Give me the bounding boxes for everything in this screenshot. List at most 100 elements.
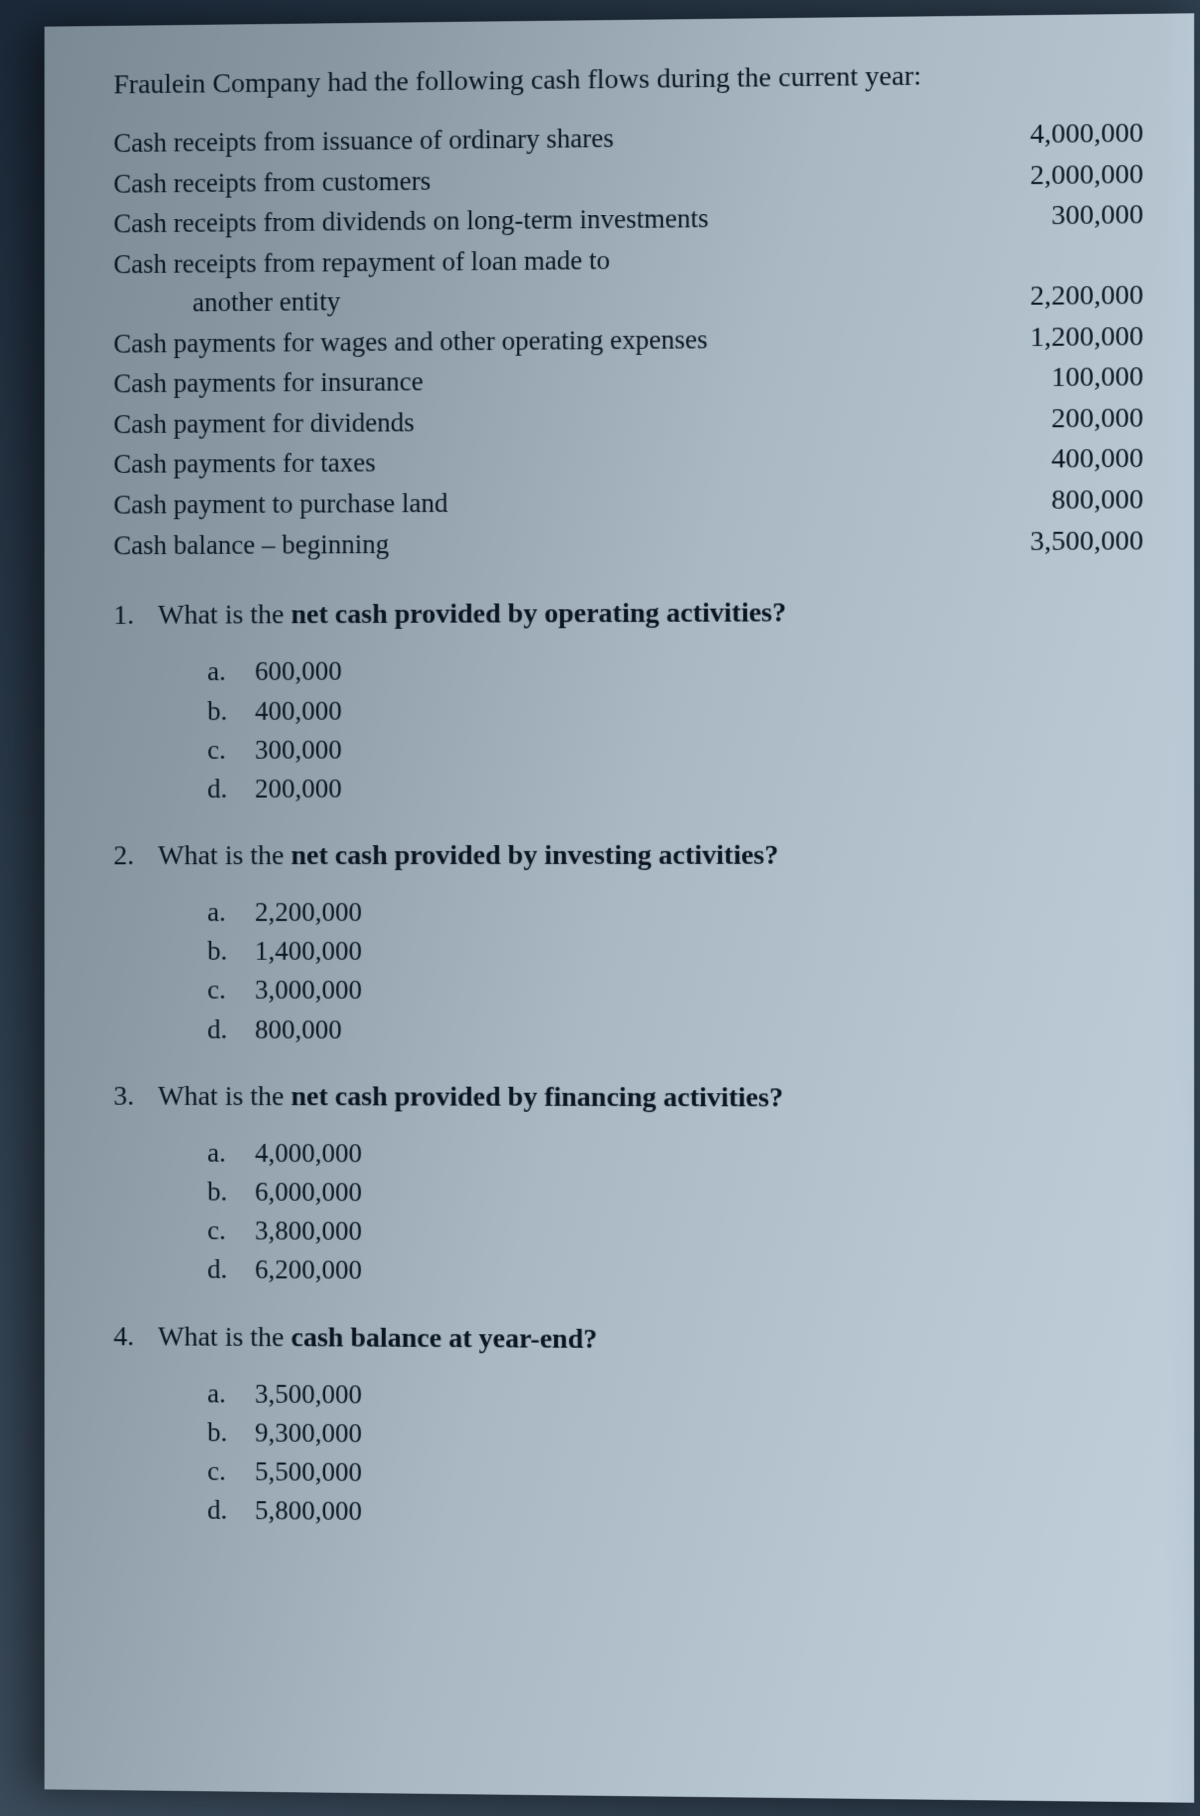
question-prefix: What is the — [158, 1081, 291, 1112]
cashflow-list: Cash receipts from issuance of ordinary … — [113, 114, 1143, 567]
option-value: 3,500,000 — [255, 1374, 362, 1414]
question: 1.What is the net cash provided by opera… — [113, 592, 1143, 809]
textbook-page: Fraulein Company had the following cash … — [44, 13, 1194, 1802]
cashflow-row: Cash payments for taxes400,000 — [113, 439, 1143, 486]
cashflow-amount: 100,000 — [961, 358, 1143, 400]
option-row: d. 800,000 — [207, 1010, 1143, 1051]
option-value: 1,400,000 — [255, 932, 362, 971]
cashflow-row: Cash payment for dividends200,000 — [113, 398, 1143, 445]
question-bold: net cash provided by operating activitie… — [291, 598, 786, 631]
questions-container: 1.What is the net cash provided by opera… — [113, 592, 1143, 1537]
question-number: 3. — [113, 1077, 157, 1116]
option-row: b.400,000 — [207, 689, 1143, 731]
option-letter: a. — [207, 893, 255, 932]
cashflow-description: Cash receipts from customers — [113, 156, 961, 203]
cashflow-description: Cash payment to purchase land — [113, 481, 961, 525]
option-letter: b. — [207, 1413, 255, 1452]
option-row: a.600,000 — [207, 650, 1143, 692]
option-value: 300,000 — [255, 730, 342, 769]
cashflow-amount: 200,000 — [961, 398, 1143, 440]
cashflow-description: Cash payments for wages and other operat… — [113, 318, 961, 363]
cashflow-amount: 300,000 — [961, 195, 1143, 237]
option-letter: d. — [207, 770, 255, 809]
question-number: 1. — [113, 596, 157, 635]
problem-intro: Fraulein Company had the following cash … — [113, 54, 1143, 104]
option-row: d.5,800,000 — [207, 1491, 1143, 1538]
question-body: What is the net cash provided by financi… — [158, 1077, 1144, 1119]
option-letter: a. — [207, 1134, 255, 1173]
option-letter: b. — [207, 1173, 255, 1212]
option-value: 800,000 — [255, 1010, 342, 1049]
question-body: What is the net cash provided by investi… — [158, 836, 1144, 876]
question: 2.What is the net cash provided by inves… — [113, 836, 1143, 1051]
option-row: a.2,200,000 — [207, 893, 1143, 932]
option-row: d.6,200,000 — [207, 1251, 1143, 1295]
cashflow-description: Cash payment for dividends — [113, 400, 961, 445]
option-letter: d. — [207, 1491, 255, 1530]
page-edge-highlight — [1164, 13, 1194, 1802]
option-letter: b. — [207, 692, 255, 731]
options-list: a.3,500,000b.9,300,000c.5,500,000d.5,800… — [113, 1374, 1143, 1538]
question-prefix: What is the — [158, 840, 291, 871]
question-text: 1.What is the net cash provided by opera… — [113, 592, 1143, 635]
cashflow-row: Cash balance – beginning3,500,000 — [113, 521, 1143, 567]
cashflow-amount: 1,200,000 — [961, 317, 1143, 359]
option-letter: a. — [207, 653, 255, 692]
option-row: c.3,800,000 — [207, 1212, 1143, 1255]
cashflow-description: Cash payments for taxes — [113, 440, 961, 484]
cashflow-description: Cash payments for insurance — [113, 359, 961, 404]
question: 3.What is the net cash provided by finan… — [113, 1077, 1143, 1295]
option-value: 2,200,000 — [255, 893, 362, 932]
option-value: 5,800,000 — [255, 1491, 362, 1531]
cashflow-description: another entity — [113, 277, 961, 323]
question-number: 2. — [113, 836, 157, 875]
options-list: a.4,000,000b.6,000,000c.3,800,000d.6,200… — [113, 1133, 1143, 1294]
cashflow-amount: 4,000,000 — [961, 114, 1143, 157]
option-row: b.6,000,000 — [207, 1173, 1143, 1216]
cashflow-amount: 2,000,000 — [961, 155, 1143, 198]
cashflow-description: Cash balance – beginning — [113, 522, 961, 565]
option-value: 400,000 — [255, 691, 342, 730]
option-letter: c. — [207, 1212, 255, 1251]
option-row: a.3,500,000 — [207, 1374, 1143, 1419]
question-body: What is the cash balance at year-end? — [158, 1317, 1144, 1362]
option-letter: c. — [207, 971, 255, 1010]
cashflow-amount: 3,500,000 — [961, 521, 1143, 563]
option-letter: d. — [207, 1010, 255, 1049]
option-row: d.200,000 — [207, 768, 1143, 809]
cashflow-description: Cash receipts from dividends on long-ter… — [113, 197, 961, 244]
option-letter: c. — [207, 1452, 255, 1491]
cashflow-description: Cash receipts from issuance of ordinary … — [113, 116, 961, 164]
cashflow-amount: 400,000 — [961, 439, 1143, 481]
question-bold: net cash provided by financing activitie… — [291, 1081, 783, 1113]
question-prefix: What is the — [158, 1321, 291, 1353]
question-text: 2.What is the net cash provided by inves… — [113, 836, 1143, 876]
option-row: c.300,000 — [207, 729, 1143, 770]
question-text: 4.What is the cash balance at year-end? — [113, 1317, 1143, 1362]
option-value: 4,000,000 — [255, 1134, 362, 1173]
cashflow-amount — [961, 265, 1143, 267]
option-value: 5,500,000 — [255, 1452, 362, 1492]
option-letter: c. — [207, 731, 255, 770]
option-row: b.1,400,000 — [207, 932, 1143, 972]
option-value: 200,000 — [255, 769, 342, 808]
question: 4.What is the cash balance at year-end? a… — [113, 1317, 1143, 1538]
option-letter: a. — [207, 1374, 255, 1413]
option-row: c.3,000,000 — [207, 971, 1143, 1011]
question-prefix: What is the — [158, 600, 291, 631]
option-value: 6,200,000 — [255, 1251, 362, 1290]
option-row: a.4,000,000 — [207, 1134, 1143, 1176]
options-list: a.600,000b.400,000c.300,000d.200,000 — [113, 650, 1143, 809]
cashflow-row: Cash payments for insurance100,000 — [113, 358, 1143, 406]
question-number: 4. — [113, 1317, 157, 1356]
option-value: 3,000,000 — [255, 971, 362, 1010]
option-value: 3,800,000 — [255, 1212, 362, 1251]
option-value: 9,300,000 — [255, 1413, 362, 1453]
cashflow-amount: 800,000 — [961, 480, 1143, 522]
option-row: b.9,300,000 — [207, 1413, 1143, 1459]
question-body: What is the net cash provided by operati… — [158, 592, 1144, 635]
option-value: 600,000 — [255, 652, 342, 691]
cashflow-row: Cash payment to purchase land800,000 — [113, 480, 1143, 526]
question-bold: cash balance at year-end? — [291, 1322, 597, 1355]
cashflow-description: Cash receipts from repayment of loan mad… — [113, 238, 961, 284]
